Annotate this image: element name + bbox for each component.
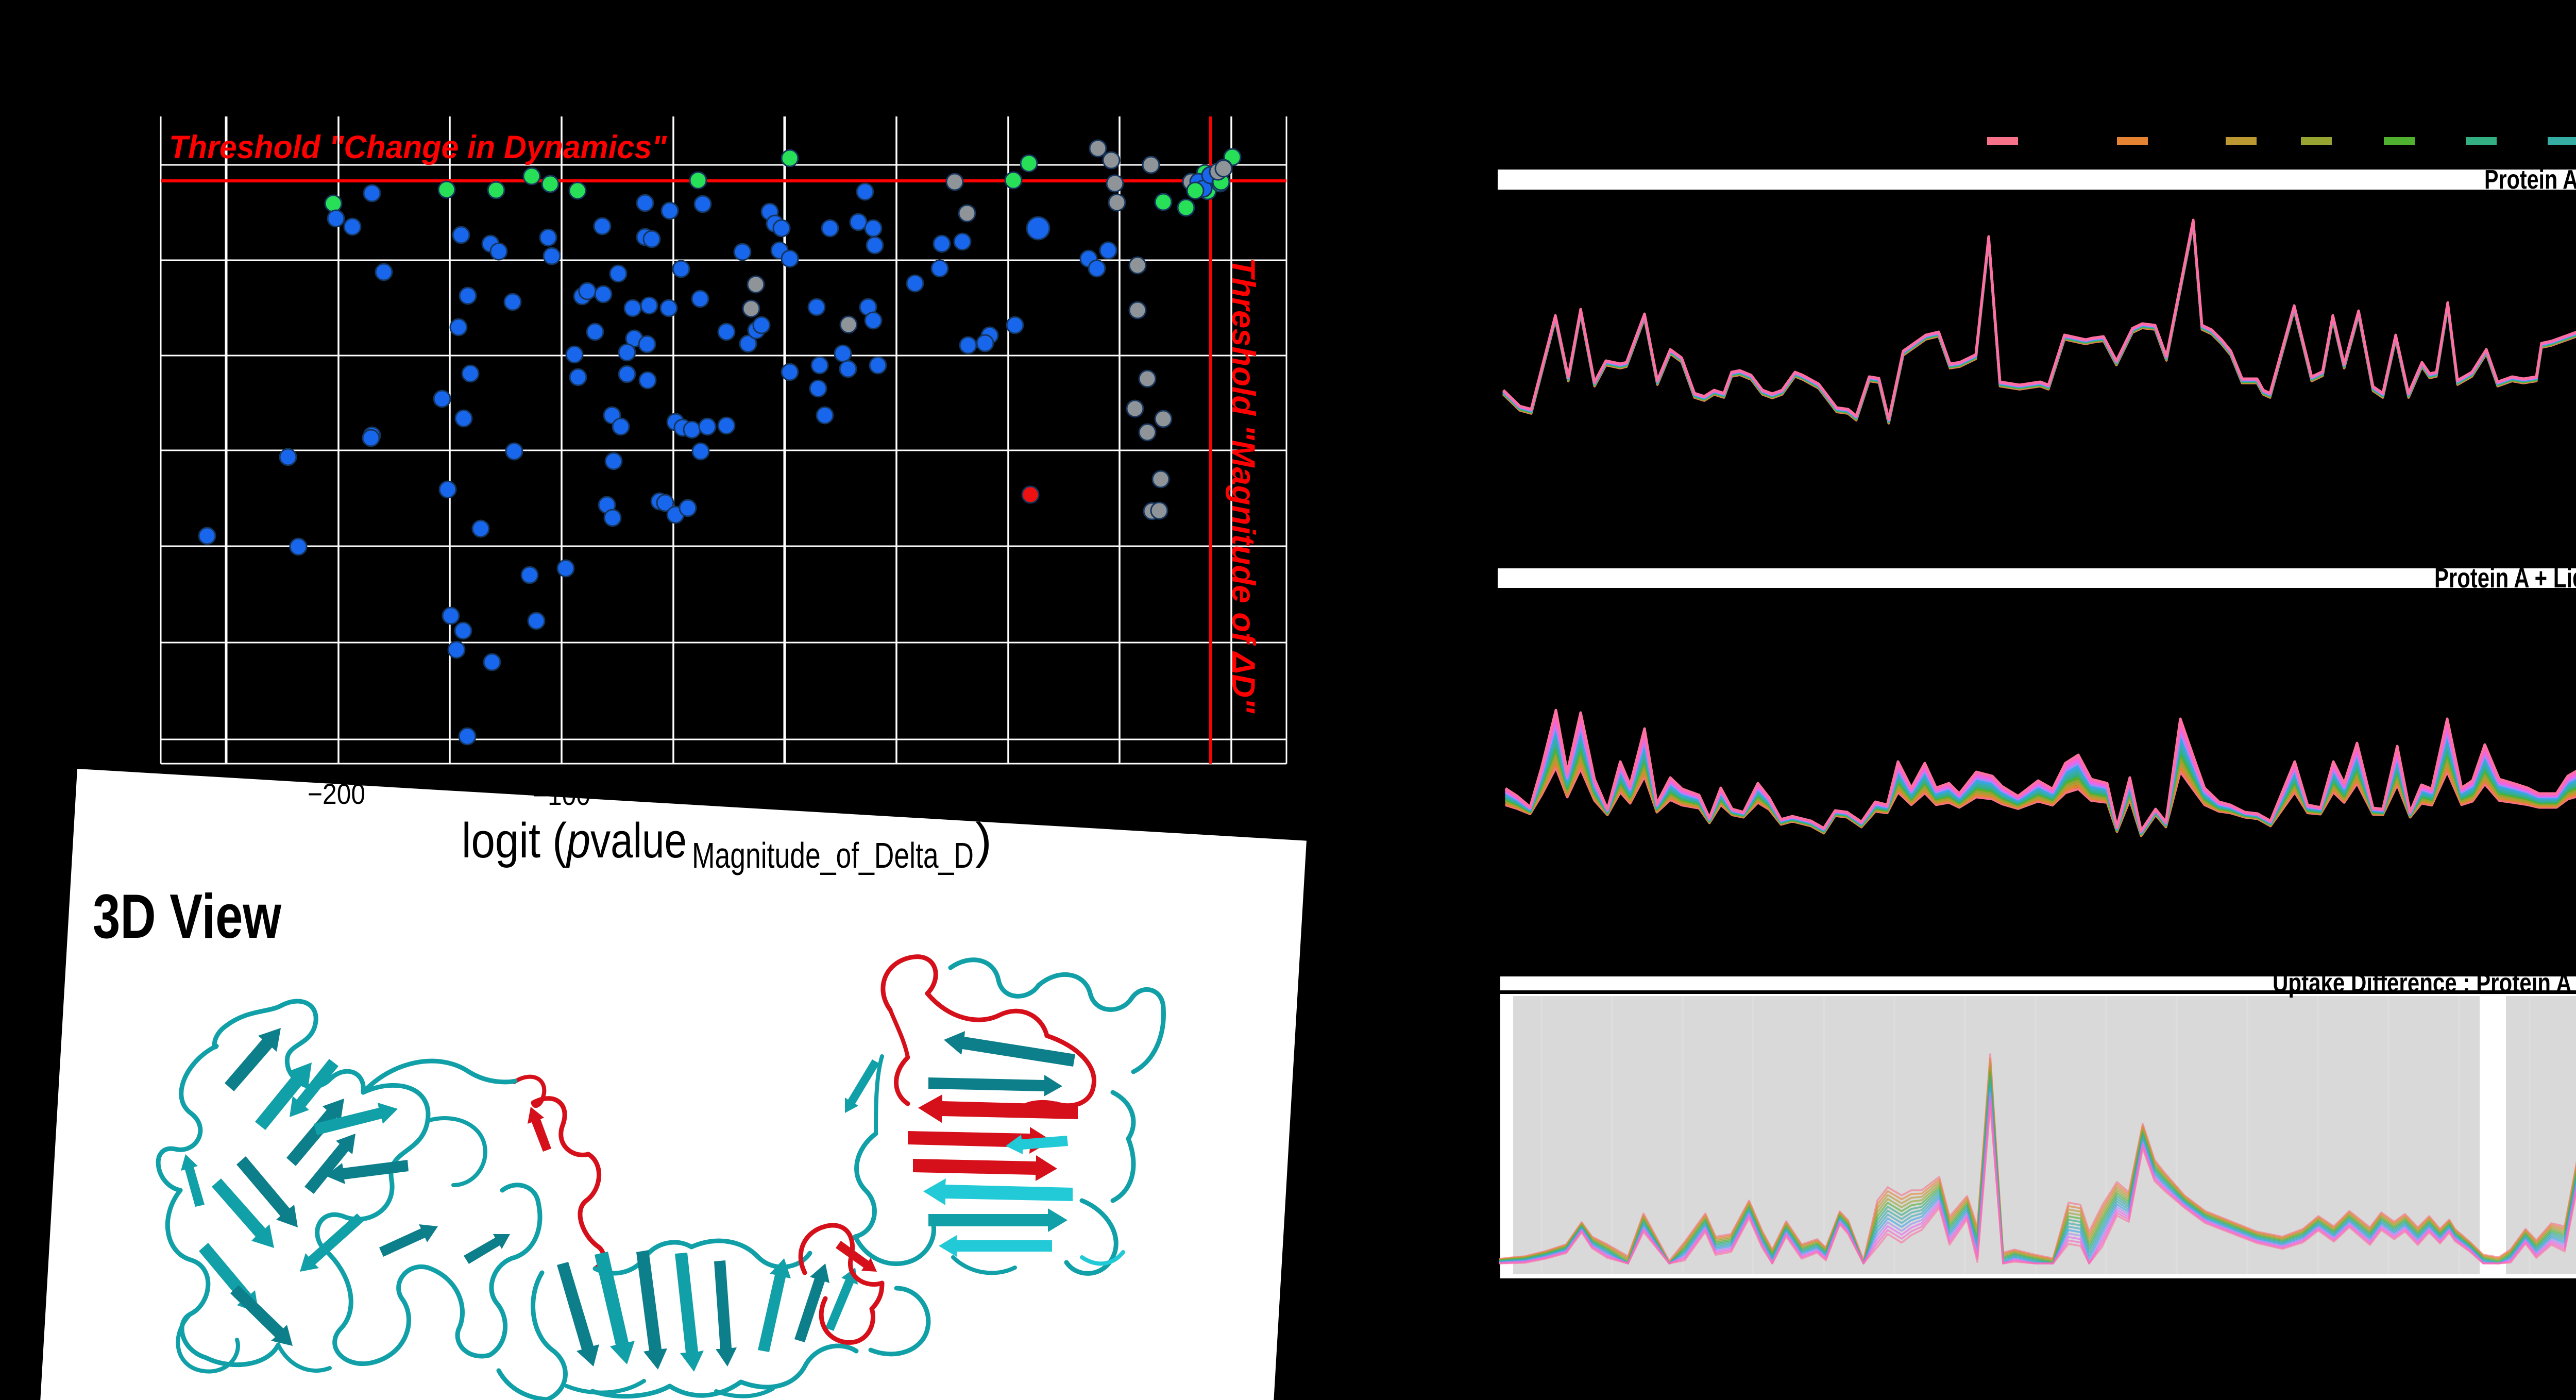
- svg-text:−100: −100: [533, 779, 590, 811]
- svg-text:p: p: [565, 813, 590, 868]
- svg-text:logit (: logit (: [462, 813, 567, 868]
- svg-text:Protein A: Protein A: [2484, 165, 2576, 195]
- svg-text:Magnitude_of_Delta_D: Magnitude_of_Delta_D: [692, 835, 974, 875]
- svg-text:): ): [975, 813, 992, 868]
- svg-text:Uptake Difference : Protein A: Uptake Difference : Protein A - (Protein…: [2273, 968, 2576, 998]
- svg-text:value: value: [590, 813, 687, 868]
- svg-text:Threshold "Magnitude of ΔD": Threshold "Magnitude of ΔD": [1225, 258, 1261, 714]
- svg-text:−200: −200: [308, 778, 365, 810]
- svg-text:Protein A + Ligand: Protein A + Ligand: [2434, 563, 2576, 594]
- svg-text:3D View: 3D View: [93, 881, 282, 951]
- svg-text:Threshold "Change in Dynamics": Threshold "Change in Dynamics": [169, 129, 667, 165]
